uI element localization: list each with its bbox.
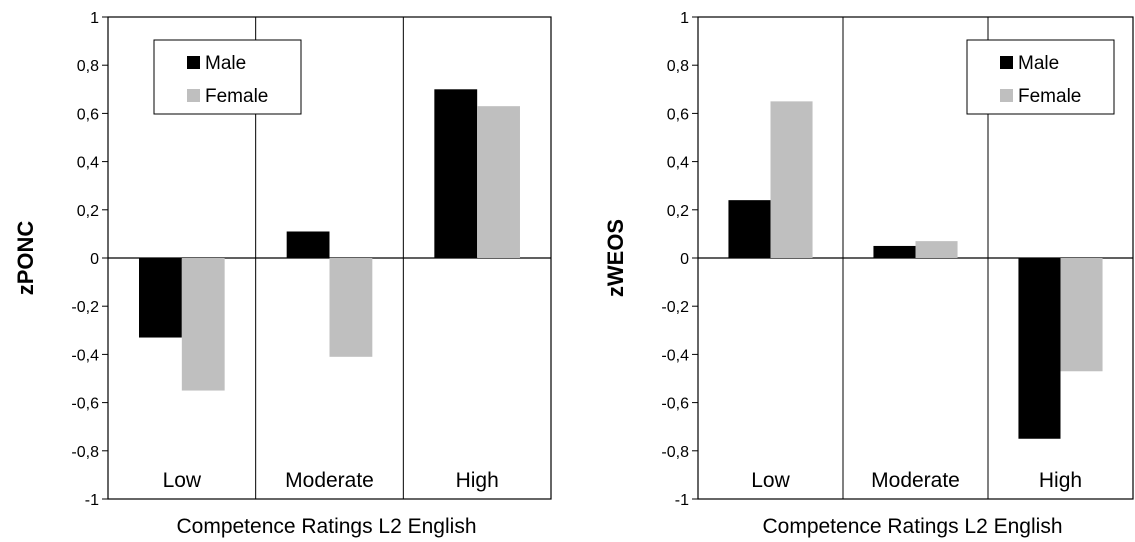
y-tick-label: 0 bbox=[680, 251, 689, 268]
bar-male-high bbox=[434, 89, 478, 258]
legend-swatch-female bbox=[187, 89, 200, 102]
category-label: Low bbox=[751, 469, 790, 492]
category-label: Moderate bbox=[871, 469, 960, 492]
y-tick-label: -0,6 bbox=[661, 396, 689, 413]
y-tick-label: 0,6 bbox=[77, 106, 99, 123]
category-label: Low bbox=[163, 469, 202, 492]
bar-male-moderate bbox=[873, 245, 916, 258]
y-tick-label: 0,8 bbox=[77, 58, 99, 75]
bar-male-high bbox=[1018, 258, 1061, 439]
bar-female-moderate bbox=[915, 241, 958, 258]
y-tick-label: -1 bbox=[675, 492, 689, 509]
category-label: High bbox=[456, 469, 499, 492]
y-tick-label: 0,4 bbox=[77, 155, 99, 172]
legend-box bbox=[153, 39, 302, 115]
legend: Male Female bbox=[153, 39, 302, 115]
bar-male-low bbox=[728, 200, 771, 258]
y-tick-label: 1 bbox=[680, 10, 689, 27]
y-tick-label: -0,4 bbox=[71, 347, 99, 364]
legend: Male Female bbox=[966, 39, 1115, 115]
y-tick-label: -0,8 bbox=[661, 444, 689, 461]
legend-label-male: Male bbox=[1018, 53, 1059, 74]
legend-swatch-male bbox=[187, 56, 200, 69]
bar-female-moderate bbox=[329, 258, 373, 357]
y-axis-label: zPONC bbox=[13, 221, 38, 296]
y-tick-label: 0 bbox=[90, 251, 99, 268]
category-label: Moderate bbox=[285, 469, 374, 492]
legend-label-male: Male bbox=[205, 53, 246, 74]
bar-female-high bbox=[477, 106, 520, 258]
y-tick-label: -0,8 bbox=[71, 444, 99, 461]
legend-label-female: Female bbox=[1018, 86, 1081, 107]
y-tick-label: 0,8 bbox=[667, 58, 689, 75]
legend-box bbox=[966, 39, 1115, 115]
y-tick-label: 0,2 bbox=[667, 203, 689, 220]
chart-panel-zweos: -1 -0,8 -0,6 -0,4 -0,2 0 0,2 0,4 0,6 0,8 1 Low Moder… bbox=[603, 10, 1134, 538]
legend-swatch-female bbox=[1000, 89, 1013, 102]
x-axis-label: Competence Ratings L2 English bbox=[176, 515, 476, 538]
y-tick-label: -0,2 bbox=[71, 299, 99, 316]
y-tick-label: -0,2 bbox=[661, 299, 689, 316]
y-tick-label: -0,4 bbox=[661, 347, 689, 364]
y-tick-label: -0,6 bbox=[71, 396, 99, 413]
bar-male-moderate bbox=[286, 231, 330, 258]
y-axis-label: zWEOS bbox=[603, 219, 628, 297]
y-tick-label: 1 bbox=[90, 10, 99, 27]
x-axis-label: Competence Ratings L2 English bbox=[762, 515, 1062, 538]
y-tick-label: 0,2 bbox=[77, 203, 99, 220]
bar-female-low bbox=[181, 258, 225, 391]
bar-male-low bbox=[139, 258, 182, 338]
category-label: High bbox=[1039, 469, 1082, 492]
legend-label-female: Female bbox=[205, 86, 268, 107]
bar-female-low bbox=[770, 101, 813, 258]
y-tick-label: 0,4 bbox=[667, 155, 689, 172]
y-tick-label: 0,6 bbox=[667, 106, 689, 123]
bar-female-high bbox=[1060, 258, 1103, 372]
y-tick-label: -1 bbox=[85, 492, 99, 509]
legend-swatch-male bbox=[1000, 56, 1013, 69]
chart-panel-zponc: -1 -0,8 -0,6 -0,4 -0,2 0 0,2 0,4 0,6 0,8 1 Low Moder… bbox=[13, 10, 552, 538]
